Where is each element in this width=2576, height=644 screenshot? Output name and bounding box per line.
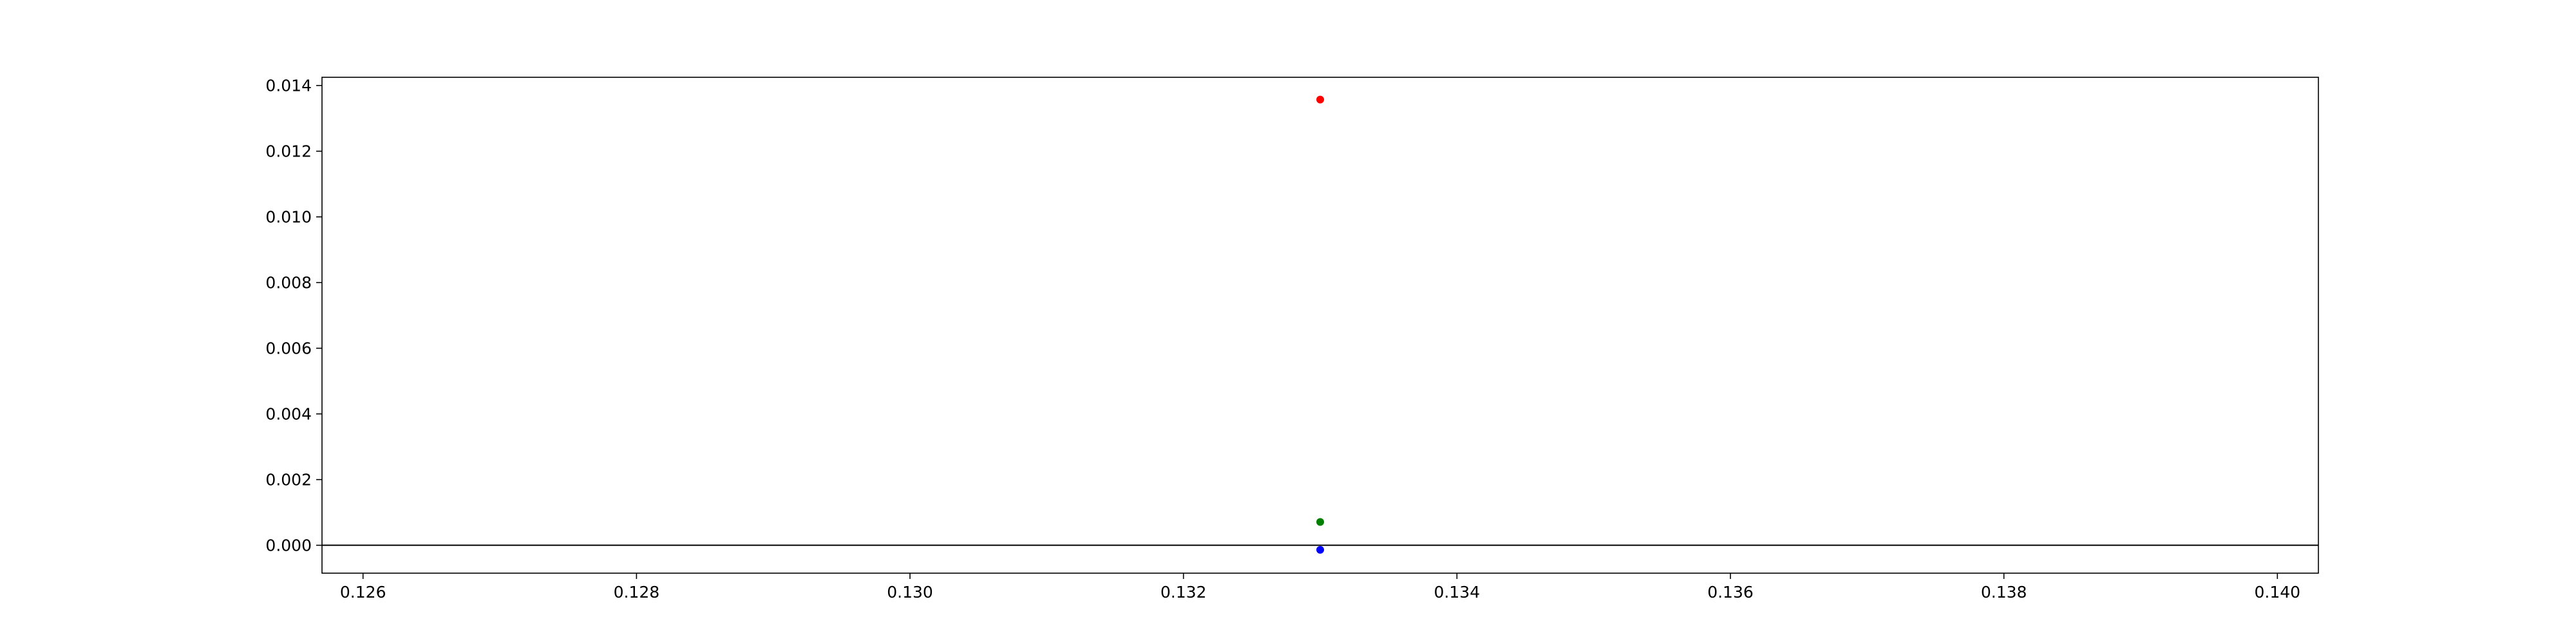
y-tick-label: 0.014 — [265, 77, 312, 95]
x-tick-label: 0.128 — [614, 583, 660, 601]
x-tick-label: 0.134 — [1434, 583, 1481, 601]
y-tick-label: 0.002 — [265, 471, 312, 489]
y-axis-ticks: 0.000 0.002 0.004 0.006 0.008 0.010 0.012 0.014 — [265, 77, 322, 555]
x-tick-label: 0.138 — [1981, 583, 2027, 601]
y-tick-label: 0.004 — [265, 405, 312, 424]
y-tick-label: 0.008 — [265, 274, 312, 292]
plot-area-frame — [321, 77, 2319, 574]
x-tick-label: 0.130 — [887, 583, 933, 601]
scatter-point — [1316, 545, 1324, 554]
scatter-point — [1316, 518, 1324, 526]
y-tick-label: 0.012 — [265, 142, 312, 161]
y-tick-label: 0.010 — [265, 208, 312, 227]
data-points — [1316, 95, 1324, 554]
y-tick-label: 0.006 — [265, 339, 312, 358]
y-tick-label: 0.000 — [265, 536, 312, 555]
x-tick-label: 0.140 — [2255, 583, 2301, 601]
scatter-point — [1316, 95, 1324, 104]
x-tick-label: 0.132 — [1160, 583, 1207, 601]
x-tick-label: 0.126 — [340, 583, 386, 601]
x-axis-ticks: 0.126 0.128 0.130 0.132 0.134 0.136 0.138 0.140 — [340, 573, 2300, 601]
x-tick-label: 0.136 — [1707, 583, 1754, 601]
